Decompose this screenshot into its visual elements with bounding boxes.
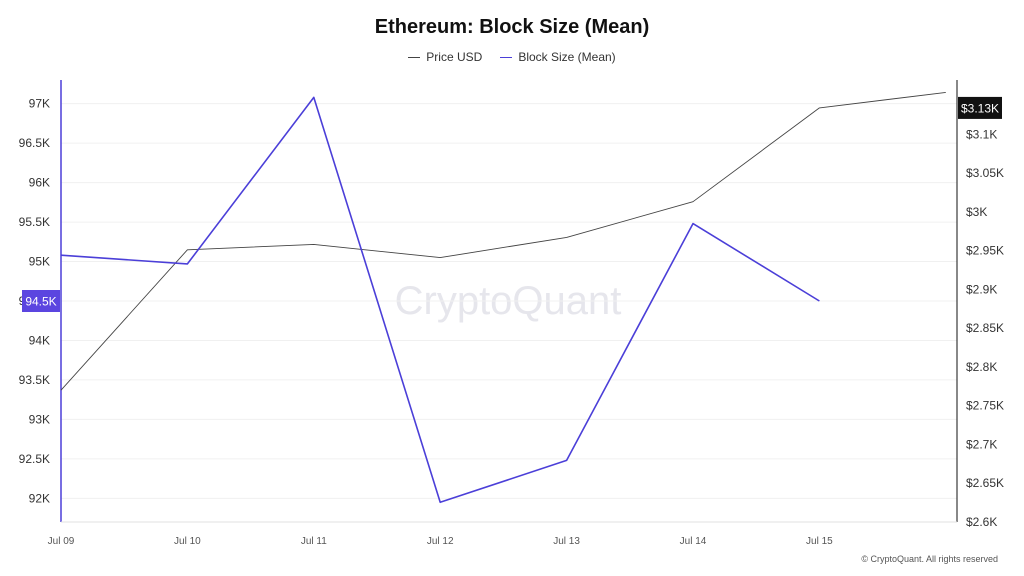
left-tick-label: 93.5K [19,373,50,387]
right-tick-label: $2.8K [966,360,997,374]
legend-label-block-size: Block Size (Mean) [518,50,616,64]
right-tick-label: $2.85K [966,321,1004,335]
right-tick-label: $2.9K [966,282,997,296]
right-tick-label: $2.6K [966,515,997,529]
left-tick-label: 95K [29,255,50,269]
left-tick-label: 95.5K [19,215,50,229]
series-line-price [60,91,946,391]
left-tick-label: 96.5K [19,136,50,150]
legend-label-price: Price USD [426,50,483,64]
left-tick-label: 96K [29,176,50,190]
legend-item-block-size[interactable]: Block Size (Mean) [500,50,616,64]
value-badges: 94.5K $3.13K [22,96,1002,312]
right-tick-label: $2.65K [966,476,1004,490]
right-value-badge-label: $3.13K [961,101,999,115]
legend-item-price[interactable]: Price USD [408,50,482,64]
axes [60,80,958,523]
legend-swatch-price [408,56,421,58]
chart-title: Ethereum: Block Size (Mean) [374,16,650,38]
x-tick-label: Jul 12 [427,536,454,547]
x-tick-label: Jul 09 [48,536,75,547]
left-tick-label: 92K [29,491,50,505]
x-tick-label: Jul 11 [301,536,327,547]
right-tick-label: $2.95K [966,244,1004,258]
right-tick-label: $3.05K [966,166,1004,180]
left-tick-label: 94K [29,333,50,347]
grid-lines [61,103,957,499]
x-tick-label: Jul 14 [680,536,707,547]
right-tick-label: $2.75K [966,399,1004,413]
tick-labels: 92K 92.5K 93K 93.5K 94K 94.5K 95K 95.5K 96K 96.5K… [19,97,1004,547]
copyright-text: © CryptoQuant. All rights reserved [861,554,998,564]
series-lines [60,91,946,504]
left-tick-label: 92.5K [19,452,50,466]
left-value-badge [22,290,60,312]
x-tick-label: Jul 13 [553,536,580,547]
right-value-badge [958,96,1002,119]
left-tick-label: 93K [29,412,50,426]
series-line-block-size [60,96,820,504]
right-tick-label: $3.1K [966,127,997,141]
right-tick-label: $2.7K [966,437,997,451]
x-tick-label: Jul 10 [174,536,201,547]
legend-swatch-block-size [500,56,513,58]
right-tick-label: $3K [966,205,987,219]
legend: Price USD Block Size (Mean) [0,50,1024,64]
left-value-badge-label: 94.5K [25,295,56,309]
left-tick-label: 97K [29,97,50,111]
x-tick-label: Jul 15 [806,536,833,547]
